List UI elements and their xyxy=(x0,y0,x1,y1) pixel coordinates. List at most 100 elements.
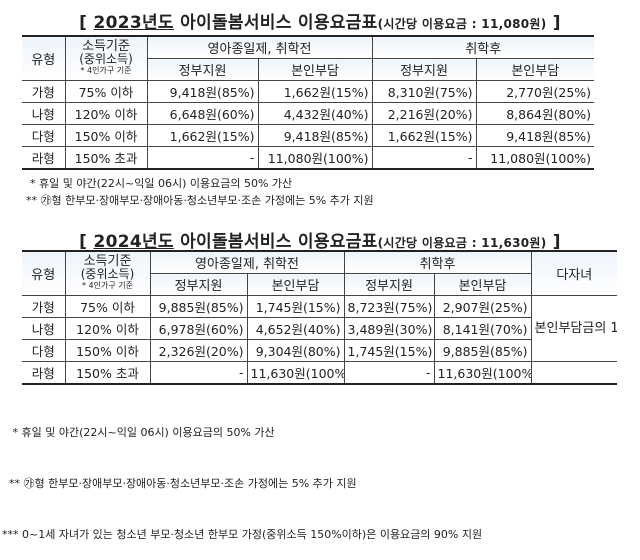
cell-infant-gov: - xyxy=(149,361,248,385)
table-row: 라형 150% 초과 - 11,630원(100%) - 11,630원(100… xyxy=(22,361,618,385)
cell-infant-gov: 2,326원(20%) xyxy=(149,339,248,362)
cell-type: 다형 xyxy=(22,339,66,362)
notes-2024: * 휴일 및 야간(22시~익일 06시) 이용요금의 50% 가산 ** ㉮형… xyxy=(2,390,482,560)
header-multi-child: 다자녀 xyxy=(530,250,618,296)
cell-school-self: 8,864원(80%) xyxy=(475,102,595,125)
title-main-2023: 아이돌봄서비스 이용요금표 xyxy=(173,13,378,33)
bracket: [ xyxy=(79,232,94,252)
cell-infant-gov: 9,418원(85%) xyxy=(146,80,259,103)
header-income-l3: * 4인가구 기준 xyxy=(82,280,133,290)
cell-infant-self: 11,080원(100%) xyxy=(257,146,373,170)
cell-type: 가형 xyxy=(22,295,66,318)
cell-school-self: 11,630원(100%) xyxy=(433,361,532,385)
cell-income: 150% 초과 xyxy=(64,361,151,385)
cell-school-self: 11,080원(100%) xyxy=(475,146,595,170)
cell-infant-gov: 6,648원(60%) xyxy=(146,102,259,125)
table-row: 다형 150% 이하 2,326원(20%) 9,304원(80%) 1,745… xyxy=(22,339,617,362)
title-sub-2023: (시간당 이용요금 : 11,080원) xyxy=(377,17,547,31)
cell-infant-self: 1,745원(15%) xyxy=(246,295,345,318)
cell-infant-self: 1,662원(15%) xyxy=(257,80,373,103)
cell-income: 150% 초과 xyxy=(64,146,148,170)
cell-multi-child-benefit: 본인부담금의 10% 할인 xyxy=(530,295,618,362)
header-school-group: 취학후 xyxy=(371,35,595,59)
title-sub-2024: (시간당 이용요금 : 11,630원) xyxy=(377,236,547,250)
note-1: * 휴일 및 야간(22시~익일 06시) 이용요금의 50% 가산 xyxy=(30,177,293,190)
bracket: ] xyxy=(546,13,561,33)
cell-school-self: 2,907원(25%) xyxy=(433,295,532,318)
cell-school-gov: 1,662원(15%) xyxy=(371,124,477,147)
table-row: 가형 75% 이하 9,885원(85%) 1,745원(15%) 8,723원… xyxy=(22,295,618,362)
cell-infant-gov: - xyxy=(146,146,259,170)
cell-infant-gov: 1,662원(15%) xyxy=(146,124,259,147)
cell-school-gov: 1,745원(15%) xyxy=(343,339,435,362)
header-type: 유형 xyxy=(22,35,66,81)
cell-infant-gov: 6,978원(60%) xyxy=(149,317,248,340)
header-income-l1: 소득기준 xyxy=(82,38,130,54)
cell-type: 라형 xyxy=(22,361,66,385)
cell-school-gov: 2,216원(20%) xyxy=(371,102,477,125)
cell-type: 나형 xyxy=(22,317,66,340)
fee-table-2023: 유형 소득기준 (중위소득) * 4인가구 기준 영아종일제, 취학전 취학후 … xyxy=(22,35,595,170)
cell-income: 120% 이하 xyxy=(64,102,148,125)
cell-income: 75% 이하 xyxy=(64,80,148,103)
note-1: * 휴일 및 야간(22시~익일 06시) 이용요금의 50% 가산 xyxy=(2,426,275,439)
header-infant-gov: 정부지원 xyxy=(147,58,259,81)
cell-school-gov: - xyxy=(371,146,477,170)
title-2024: [ 2024년도 아이돌봄서비스 이용요금표(시간당 이용요금 : 11,630… xyxy=(0,227,640,252)
cell-multi-child-empty xyxy=(530,361,618,385)
header-infant-self: 본인부담 xyxy=(246,273,345,296)
header-income: 소득기준 (중위소득) * 4인가구 기준 xyxy=(64,250,151,296)
cell-school-self: 8,141원(70%) xyxy=(433,317,532,340)
cell-income: 120% 이하 xyxy=(64,317,151,340)
cell-infant-self: 9,304원(80%) xyxy=(246,339,345,362)
cell-infant-self: 4,432원(40%) xyxy=(257,102,373,125)
cell-school-self: 9,418원(85%) xyxy=(475,124,595,147)
cell-school-gov: 3,489원(30%) xyxy=(343,317,435,340)
title-2023: [ 2023년도 아이돌봄서비스 이용요금표(시간당 이용요금 : 11,080… xyxy=(0,8,640,33)
header-infant-self: 본인부담 xyxy=(257,58,373,81)
note-3: *** 0~1세 자녀가 있는 청소년 부모·청소년 한부모 가정(중위소득 1… xyxy=(2,528,483,541)
header-income-l1: 소득기준 xyxy=(83,253,132,269)
title-year-2023: 2023년도 xyxy=(93,13,174,33)
header-income-l2: (중위소득) xyxy=(80,266,135,281)
table-row: 나형 120% 이하 6,978원(60%) 4,652원(40%) 3,489… xyxy=(22,317,617,340)
table-row: 라형 150% 초과 - 11,080원(100%) - 11,080원(100… xyxy=(22,146,595,170)
cell-infant-gov: 9,885원(85%) xyxy=(149,295,248,318)
cell-type: 라형 xyxy=(22,146,66,170)
fee-table-2024: 유형 소득기준 (중위소득) * 4인가구 기준 영아종일제, 취학전 취학후 … xyxy=(22,250,618,385)
cell-type: 나형 xyxy=(22,102,66,125)
cell-school-gov: 8,723원(75%) xyxy=(343,295,435,318)
header-school-self: 본인부담 xyxy=(433,273,532,296)
cell-infant-self: 4,652원(40%) xyxy=(246,317,345,340)
title-year-2024: 2024년도 xyxy=(93,232,174,252)
cell-infant-self: 11,630원(100%) xyxy=(246,361,345,385)
cell-school-gov: 8,310원(75%) xyxy=(371,80,477,103)
cell-type: 다형 xyxy=(22,124,66,147)
cell-income: 150% 이하 xyxy=(64,124,148,147)
header-income: 소득기준 (중위소득) * 4인가구 기준 xyxy=(64,35,148,81)
cell-school-gov: - xyxy=(343,361,435,385)
note-2: ** ㉮형 한부모·장애부모·장애아동·청소년부모·조손 가정에는 5% 추가 … xyxy=(2,477,357,490)
table-row: 다형 150% 이하 1,662원(15%) 9,418원(85%) 1,662… xyxy=(22,124,595,147)
cell-school-self: 2,770원(25%) xyxy=(475,80,595,103)
title-main-2024: 아이돌봄서비스 이용요금표 xyxy=(173,232,378,252)
header-income-l3: * 4인가구 기준 xyxy=(80,65,132,75)
note-2: ** ㉮형 한부모·장애부모·장애아동·청소년부모·조손 가정에는 5% 추가 … xyxy=(26,194,374,207)
header-school-self: 본인부담 xyxy=(475,58,595,81)
cell-type: 가형 xyxy=(22,80,66,103)
header-infant-gov: 정부지원 xyxy=(150,273,248,296)
table-row: 가형 75% 이하 9,418원(85%) 1,662원(15%) 8,310원… xyxy=(22,80,595,103)
header-type: 유형 xyxy=(22,250,66,296)
cell-infant-self: 9,418원(85%) xyxy=(257,124,373,147)
table-row: 나형 120% 이하 6,648원(60%) 4,432원(40%) 2,216… xyxy=(22,102,595,125)
header-infant-group: 영아종일제, 취학전 xyxy=(146,35,373,59)
header-school-gov: 정부지원 xyxy=(371,58,477,81)
header-infant-group: 영아종일제, 취학전 xyxy=(149,250,345,274)
notes-2023: * 휴일 및 야간(22시~익일 06시) 이용요금의 50% 가산 ** ㉮형… xyxy=(26,175,374,209)
cell-school-self: 9,885원(85%) xyxy=(433,339,532,362)
header-school-group: 취학후 xyxy=(343,250,532,274)
cell-income: 75% 이하 xyxy=(64,295,151,318)
bracket: ] xyxy=(546,232,561,252)
header-school-gov: 정부지원 xyxy=(343,273,435,296)
bracket: [ xyxy=(79,13,94,33)
